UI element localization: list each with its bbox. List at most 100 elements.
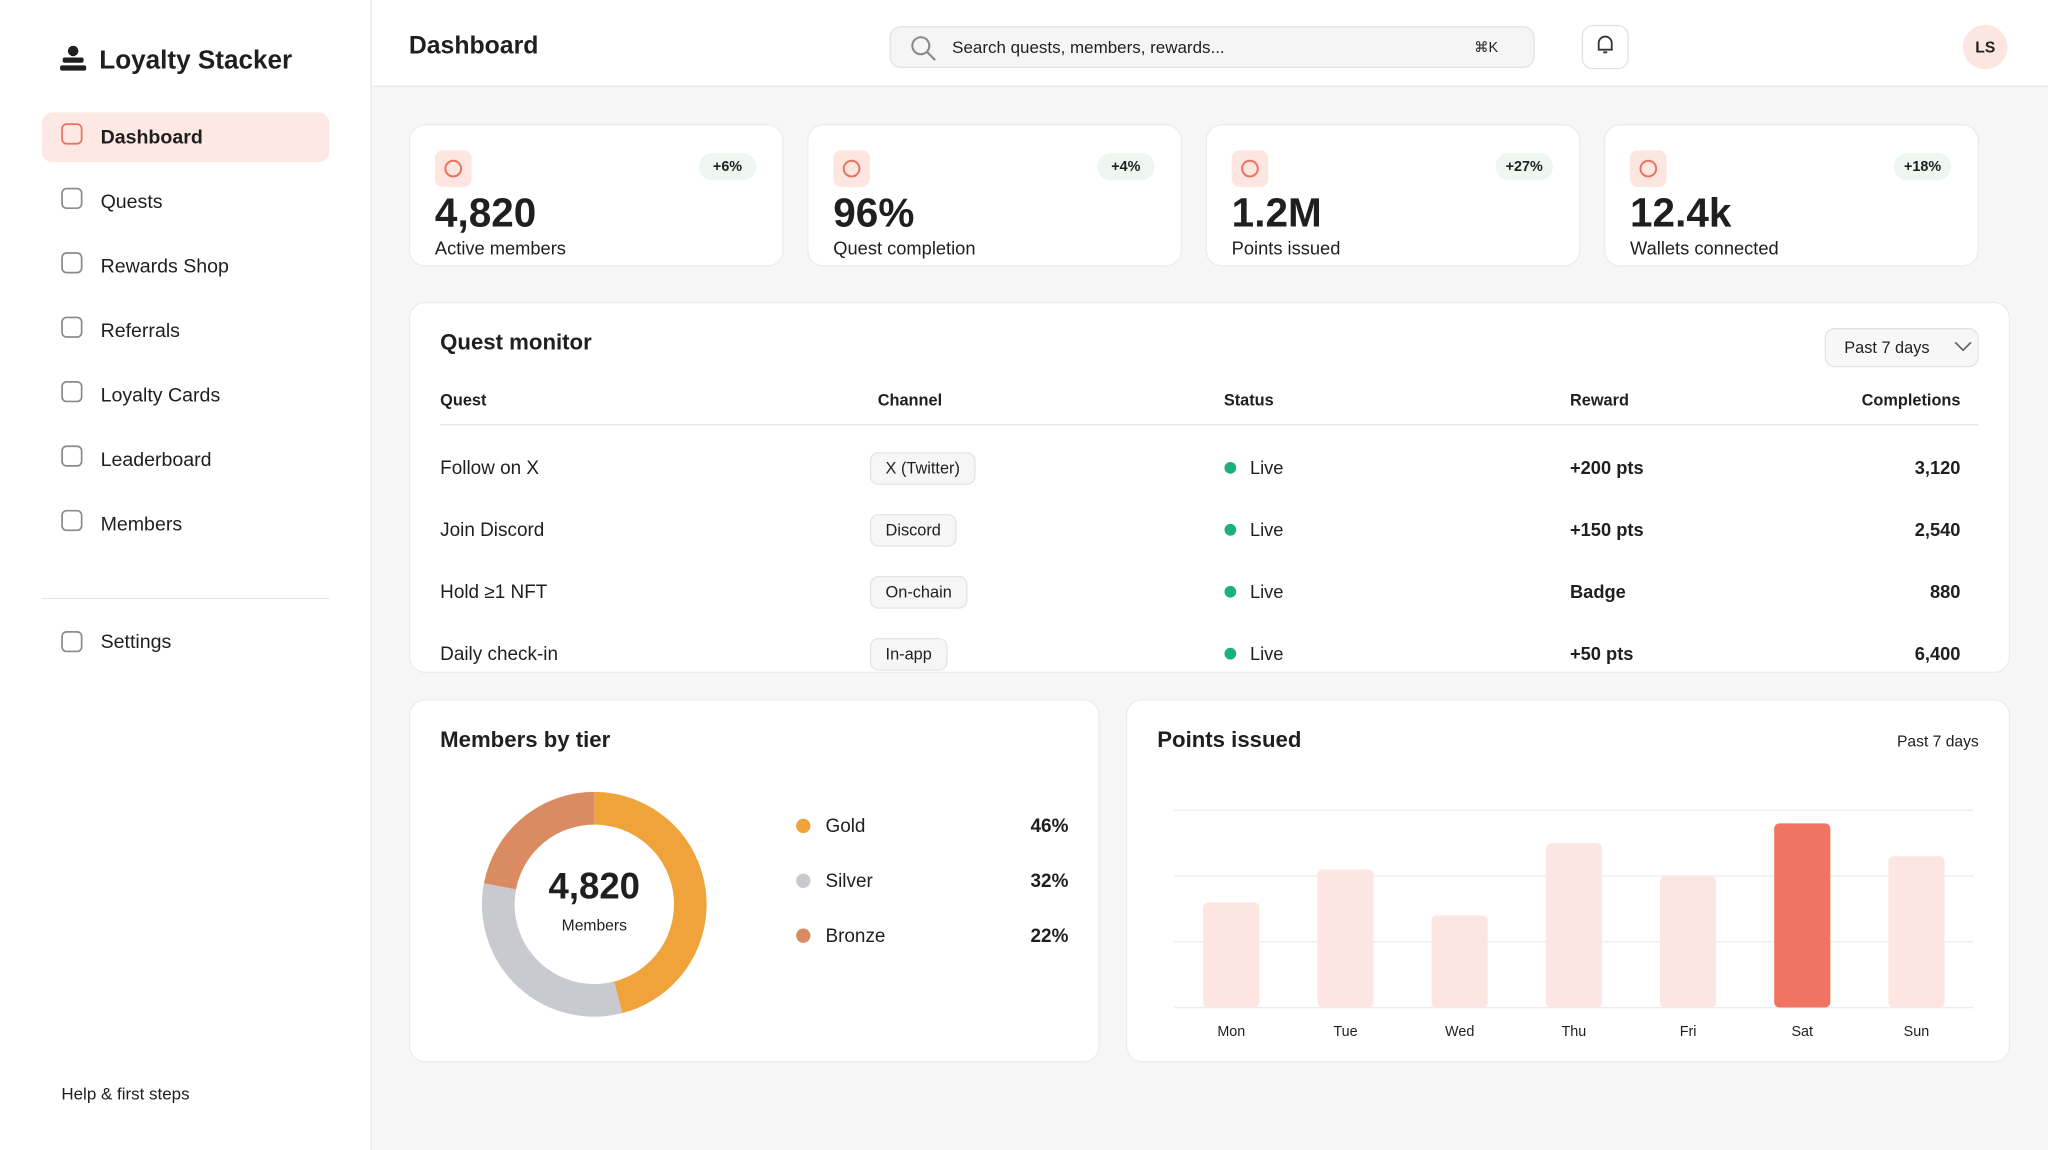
x-tick-label: Mon: [1217, 1024, 1245, 1040]
nav-icon: [61, 123, 83, 145]
kpi-label: Quest completion: [833, 237, 975, 258]
x-tick-label: Wed: [1445, 1024, 1474, 1040]
bar: [1659, 876, 1717, 1008]
channel-pill: [869, 576, 968, 609]
channel-label: In-app: [886, 645, 932, 663]
help-link[interactable]: Help & first steps: [61, 1085, 189, 1104]
settings-link[interactable]: Settings: [101, 631, 172, 653]
channel-label: On-chain: [886, 583, 952, 601]
kpi-value: 4,820: [435, 189, 536, 235]
search-shortcut: ⌘K: [1474, 40, 1498, 56]
search-icon: [911, 36, 931, 56]
donut-center-value: 4,820: [549, 865, 641, 906]
kpi-delta-pill: [1893, 152, 1952, 181]
kpi-icon: [833, 150, 870, 187]
kpi-delta: +4%: [1111, 159, 1140, 175]
nav-item[interactable]: Quests: [101, 191, 163, 213]
sidebar: [0, 0, 371, 1150]
kpi-value: 1.2M: [1232, 189, 1322, 235]
quest-table: Quest Channel Status Reward Completions Follo…: [440, 392, 1960, 671]
reward: +150 pts: [1570, 519, 1644, 540]
legend-value: 46%: [1031, 816, 1069, 837]
kpi-card: [1603, 124, 1979, 267]
status-label: Live: [1250, 519, 1284, 540]
channel-pill: [869, 637, 948, 671]
column-header: Completions: [1862, 392, 1961, 410]
kpi-icon: [434, 150, 472, 187]
status-label: Live: [1250, 457, 1284, 478]
x-tick-label: Thu: [1562, 1024, 1587, 1040]
completions: 2,540: [1915, 519, 1961, 540]
donut-segment: [483, 791, 595, 890]
legend-label: Bronze: [825, 926, 885, 947]
column-header: Reward: [1570, 392, 1629, 410]
nav-item[interactable]: Rewards Shop: [101, 256, 229, 278]
kpi-label: Active members: [435, 237, 566, 258]
search-placeholder: Search quests, members, rewards...: [952, 38, 1224, 57]
nav-icon: [61, 630, 83, 653]
status-dot: [1224, 523, 1237, 536]
kpi-icon-ring: [842, 159, 861, 178]
bar: [1888, 856, 1945, 1008]
legend-dot: [796, 928, 811, 943]
donut-segment: [481, 883, 623, 1017]
channel-label: Discord: [886, 521, 941, 539]
column-header: Channel: [878, 392, 942, 410]
legend-value: 22%: [1031, 926, 1069, 947]
bar: [1317, 869, 1374, 1008]
completions: 880: [1930, 581, 1961, 602]
nav-item[interactable]: Loyalty Cards: [101, 384, 221, 406]
bar: [1431, 915, 1488, 1008]
nav-item[interactable]: Dashboard: [101, 127, 203, 149]
legend-value: 32%: [1031, 871, 1069, 892]
quest-name: Hold ≥1 NFT: [440, 582, 548, 603]
legend-dot: [796, 818, 811, 834]
legend-label: Gold: [825, 816, 865, 837]
quest-monitor-card: [408, 301, 2011, 674]
kpi-label: Points issued: [1232, 237, 1341, 258]
nav-icon: [61, 381, 83, 403]
column-header: Quest: [440, 392, 487, 410]
kpi-delta-pill: [1097, 152, 1155, 181]
bell-icon: [1597, 35, 1613, 54]
kpi-icon: [1630, 150, 1667, 187]
nav-item[interactable]: Leaderboard: [101, 449, 212, 471]
range-dropdown[interactable]: [1824, 328, 1979, 368]
icon-part: [62, 57, 84, 63]
status-dot: [1224, 461, 1237, 474]
search-box[interactable]: [889, 26, 1535, 68]
x-tick-label: Sun: [1904, 1024, 1930, 1040]
nav-item[interactable]: Referrals: [101, 320, 181, 342]
channel-label: X (Twitter): [886, 459, 960, 477]
completions: 6,400: [1915, 643, 1961, 664]
status-dot: [1224, 585, 1237, 598]
kpi-icon: [1231, 150, 1269, 187]
search-icon: [926, 51, 936, 61]
brand-name: Loyalty Stacker: [99, 44, 292, 74]
quest-name: Follow on X: [440, 458, 539, 479]
bar: [1545, 843, 1602, 1008]
kpi-icon-ring: [1241, 159, 1259, 178]
status-dot: [1224, 647, 1237, 660]
icon-part: [60, 65, 87, 71]
kpi-delta: +27%: [1506, 159, 1543, 175]
nav-item[interactable]: Members: [101, 513, 183, 535]
kpi-label: Wallets connected: [1630, 237, 1779, 258]
kpi-value: 96%: [833, 189, 914, 235]
kpi-delta: +18%: [1904, 159, 1941, 175]
legend-dot: [796, 873, 811, 888]
kpi-icon-ring: [1639, 159, 1658, 178]
card-title: Members by tier: [440, 727, 610, 752]
nav-icon: [61, 316, 83, 338]
range-label: Past 7 days: [1844, 339, 1929, 357]
donut-center-label: Members: [562, 918, 627, 935]
avatar[interactable]: [1963, 24, 2008, 70]
kpi-card: [408, 124, 784, 267]
kpi-delta-pill: [1495, 152, 1553, 181]
tier-card: [408, 699, 1100, 1063]
reward: Badge: [1570, 581, 1626, 602]
bar: [1203, 902, 1260, 1008]
notification-button[interactable]: [1581, 24, 1629, 70]
